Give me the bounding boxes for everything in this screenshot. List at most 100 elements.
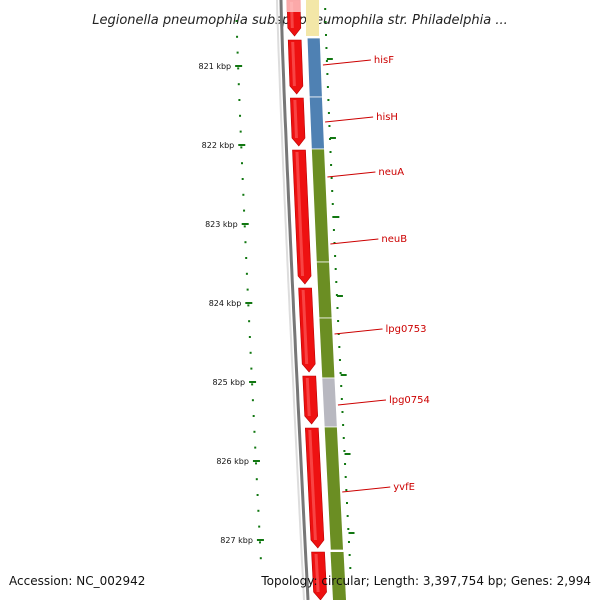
- minor-tick-dot: [238, 99, 241, 101]
- axis-tick: [252, 460, 260, 462]
- minor-tick-dot: [330, 177, 333, 179]
- gene-label-leader: [325, 116, 374, 123]
- minor-tick-dot: [340, 385, 343, 387]
- minor-tick-dot: [329, 151, 332, 153]
- cds-arrow: [302, 375, 319, 425]
- minor-tick-dot: [249, 351, 252, 354]
- backbone-ring: [276, 0, 310, 600]
- minor-tick-dot: [342, 424, 345, 426]
- minor-tick-dot: [239, 114, 242, 117]
- minor-tick-dot: [255, 462, 258, 465]
- axis-tick-label: 822 kbp: [202, 141, 235, 150]
- gene-label-leader: [330, 238, 379, 245]
- minor-tick-dot: [337, 320, 340, 322]
- axis-tick-label: 824 kbp: [209, 299, 242, 308]
- minor-tick-dot: [245, 272, 248, 275]
- outer-tick-mark: [329, 137, 336, 139]
- minor-tick-dot: [258, 541, 261, 544]
- minor-tick-dot: [335, 294, 338, 296]
- gene-labels: hisF hisH neuA neuB lpg0753 lpg0754 yvfE: [322, 55, 430, 493]
- cds-arrow-highlight: [295, 152, 305, 276]
- minor-tick-dot: [328, 125, 331, 127]
- gene-label: neuA: [378, 167, 404, 178]
- minor-tick-dot: [335, 281, 338, 283]
- cds-arrow-highlight: [291, 42, 296, 86]
- minor-tick-dot: [348, 554, 351, 556]
- gene-label-leader: [337, 399, 386, 406]
- axis-tick: [256, 539, 264, 541]
- gene-segment: [308, 96, 325, 150]
- axis-tick: [245, 302, 253, 304]
- cds-arrow: [290, 97, 306, 147]
- minor-tick-dot: [327, 99, 330, 101]
- minor-tick-dot: [237, 67, 240, 70]
- minor-tick-dot: [253, 430, 256, 433]
- minor-tick-dot: [248, 336, 251, 338]
- minor-tick-dot: [343, 450, 346, 452]
- gene-label: lpg0753: [386, 324, 427, 335]
- minor-tick-dot: [345, 502, 348, 504]
- gene-label-leader: [327, 171, 376, 178]
- gene-segment: [315, 261, 333, 319]
- gene-segment: [306, 37, 323, 98]
- minor-tick-dot: [250, 367, 253, 370]
- minor-tick-dot: [239, 130, 242, 133]
- outer-tick-mark: [336, 295, 343, 297]
- cds-feature-track: [286, 0, 327, 600]
- minor-tick-dot: [252, 415, 255, 417]
- outer-tick-mark: [344, 453, 351, 455]
- axis-tick-label: 825 kbp: [212, 378, 245, 387]
- minor-tick-dot: [341, 411, 344, 413]
- minor-tick-dot: [347, 528, 350, 530]
- minor-tick-dot: [331, 203, 334, 205]
- backbone-line: [279, 0, 310, 600]
- minor-tick-dot: [338, 359, 341, 361]
- minor-tick-dot: [242, 193, 245, 196]
- minor-tick-dot: [257, 509, 260, 512]
- minor-tick-dot: [342, 437, 345, 439]
- cds-fade: [286, 0, 301, 12]
- minor-tick-dot: [331, 190, 334, 192]
- minor-tick-dot: [236, 51, 239, 54]
- cds-arrow-highlight: [308, 430, 317, 540]
- cds-arrow-highlight: [301, 290, 309, 364]
- gene-label: yvfE: [393, 482, 415, 493]
- minor-tick-dot: [325, 60, 328, 62]
- minor-tick-dot: [237, 83, 240, 86]
- cds-arrow-highlight: [305, 378, 311, 416]
- minor-tick-dot: [246, 288, 249, 291]
- axis-tick: [249, 381, 257, 383]
- axis-tick-label: 827 kbp: [220, 536, 253, 545]
- minor-tick-dot: [243, 209, 246, 212]
- minor-tick-dot: [248, 320, 251, 323]
- minor-tick-dot: [240, 146, 243, 149]
- minor-tick-dot: [349, 567, 352, 569]
- minor-tick-dot: [236, 35, 239, 38]
- minor-tick-dot: [251, 399, 254, 402]
- outer-tick-mark: [333, 216, 340, 218]
- minor-tick-dot: [244, 241, 247, 244]
- minor-tick-dot: [324, 21, 327, 23]
- kbp-axis: 821 kbp 822 kbp 823 kbp 824 kbp 825 kbp 826 k…: [199, 62, 264, 545]
- minor-tick-dot: [256, 494, 259, 496]
- gene-segment: [318, 317, 336, 379]
- minor-tick-dot: [240, 162, 243, 165]
- gene-feature-track: [306, 0, 346, 600]
- axis-tick-label: 821 kbp: [199, 62, 232, 71]
- minor-tick-dots: [235, 8, 355, 569]
- backbone-shadow: [276, 0, 305, 600]
- minor-tick-dot: [333, 242, 336, 244]
- minor-tick-dot: [247, 304, 250, 307]
- minor-tick-dot: [324, 8, 327, 10]
- minor-tick-dot: [259, 557, 262, 560]
- gene-segment: [311, 148, 330, 263]
- outer-tick-mark: [340, 374, 347, 376]
- minor-tick-dot: [340, 398, 343, 400]
- minor-tick-dot: [241, 178, 244, 180]
- gene-segment: [321, 377, 338, 428]
- axis-tick: [238, 144, 246, 146]
- axis-tick-label: 823 kbp: [205, 220, 238, 229]
- minor-tick-dot: [338, 346, 341, 348]
- minor-tick-dot: [336, 307, 339, 309]
